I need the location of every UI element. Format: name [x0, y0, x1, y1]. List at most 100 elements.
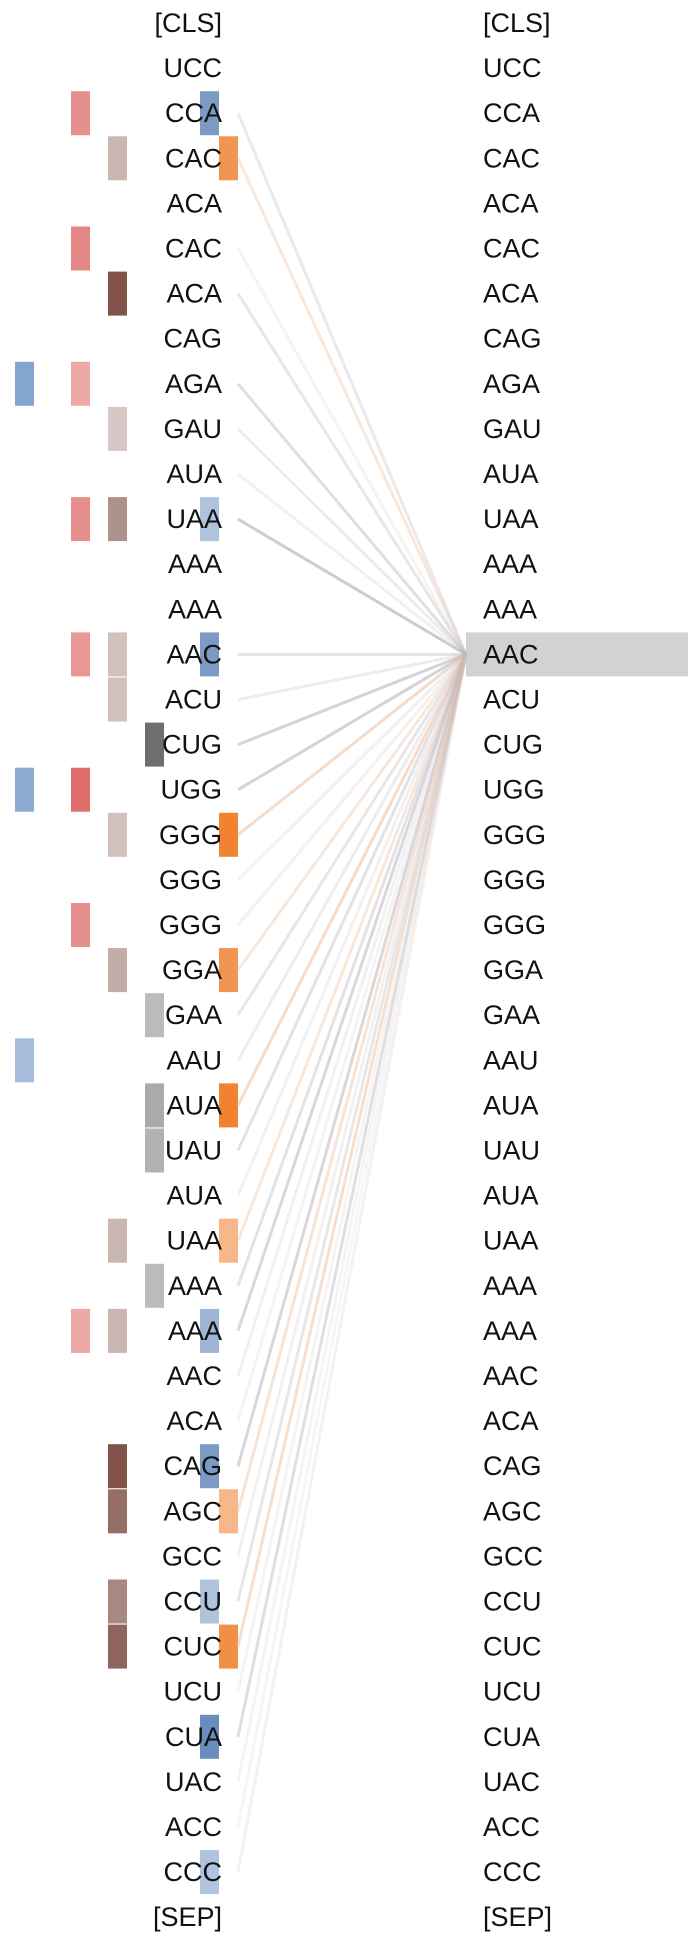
right-token[interactable]: UCC [483, 53, 542, 83]
left-token[interactable]: GGA [162, 955, 222, 985]
right-token[interactable]: CCU [483, 1587, 542, 1617]
left-token[interactable]: ACA [166, 1406, 222, 1436]
left-token[interactable]: AGA [165, 369, 222, 399]
right-token[interactable]: CAC [483, 143, 540, 173]
left-token[interactable]: GAA [165, 1000, 222, 1030]
head-marker-head-c [108, 497, 127, 542]
right-token[interactable]: UAA [483, 1226, 539, 1256]
right-token[interactable]: GGG [483, 910, 546, 940]
left-token[interactable]: AAA [168, 1271, 222, 1301]
left-token[interactable]: AUA [166, 459, 222, 489]
left-token[interactable]: AUA [166, 1090, 222, 1120]
right-token[interactable]: GGG [483, 865, 546, 895]
head-marker-head-e [200, 1579, 219, 1624]
left-token[interactable]: GGG [159, 820, 222, 850]
left-token[interactable]: [CLS] [154, 8, 222, 38]
highlight-layer [466, 632, 688, 677]
left-token[interactable]: CCC [164, 1857, 223, 1887]
left-token[interactable]: [SEP] [153, 1902, 222, 1932]
right-token[interactable]: AGA [483, 369, 540, 399]
attention-line [236, 653, 468, 1017]
right-token[interactable]: AUA [483, 1181, 539, 1211]
left-token[interactable]: GGG [159, 910, 222, 940]
attention-line [236, 654, 468, 1828]
right-token[interactable]: AAA [483, 549, 537, 579]
left-token[interactable]: UAC [165, 1767, 222, 1797]
right-token[interactable]: AAU [483, 1045, 539, 1075]
left-token[interactable]: UCC [164, 53, 223, 83]
right-token[interactable]: GCC [483, 1541, 543, 1571]
right-token[interactable]: [CLS] [483, 8, 551, 38]
left-token[interactable]: UAA [166, 1226, 222, 1256]
right-token[interactable]: AUA [483, 459, 539, 489]
right-token[interactable]: CAG [483, 1451, 542, 1481]
head-marker-head-c [108, 1489, 127, 1534]
right-token[interactable]: AAC [483, 1361, 539, 1391]
right-token[interactable]: AAA [483, 594, 537, 624]
left-token[interactable]: UCU [164, 1677, 223, 1707]
left-token[interactable]: GCC [162, 1541, 222, 1571]
right-token[interactable]: AAA [483, 1271, 537, 1301]
right-token[interactable]: CCC [483, 1857, 542, 1887]
right-token[interactable]: CUC [483, 1632, 542, 1662]
right-token[interactable]: ACA [483, 1406, 539, 1436]
attention-line [236, 654, 468, 1602]
attention-line [236, 653, 468, 1062]
right-token[interactable]: UAC [483, 1767, 540, 1797]
attention-line [236, 112, 468, 655]
right-token[interactable]: ACU [483, 685, 540, 715]
head-marker-head-c [108, 1218, 127, 1263]
left-token[interactable]: AGC [163, 1496, 222, 1526]
right-token[interactable]: CAC [483, 234, 540, 264]
left-token[interactable]: ACA [166, 279, 222, 309]
left-token[interactable]: ACU [165, 685, 222, 715]
right-token[interactable]: UGG [483, 775, 545, 805]
right-token[interactable]: GAU [483, 414, 542, 444]
right-token[interactable]: CCA [483, 98, 540, 128]
left-token[interactable]: AAA [168, 594, 222, 624]
left-token[interactable]: CCU [164, 1587, 223, 1617]
left-token[interactable]: CAG [163, 324, 222, 354]
left-token[interactable]: AAC [166, 1361, 222, 1391]
left-token[interactable]: CUC [164, 1632, 223, 1662]
left-token[interactable]: CAC [165, 143, 222, 173]
right-token[interactable]: AUA [483, 1090, 539, 1120]
right-token[interactable]: AAA [483, 1316, 537, 1346]
right-token[interactable]: CAG [483, 324, 542, 354]
head-marker-head-c [108, 271, 127, 316]
right-token[interactable]: UAA [483, 504, 539, 534]
right-token[interactable]: UAU [483, 1136, 540, 1166]
left-token[interactable]: UAA [166, 504, 222, 534]
right-token[interactable]: CUA [483, 1722, 540, 1752]
left-token[interactable]: CAC [165, 234, 222, 264]
right-token[interactable]: UCU [483, 1677, 542, 1707]
left-token[interactable]: AAC [166, 639, 222, 669]
right-token[interactable]: AGC [483, 1496, 542, 1526]
left-token[interactable]: AAA [168, 549, 222, 579]
attention-line [236, 654, 468, 1873]
left-token[interactable]: UAU [165, 1136, 222, 1166]
left-token[interactable]: CCA [165, 98, 222, 128]
left-token[interactable]: AUA [166, 1181, 222, 1211]
right-token[interactable]: CUG [483, 730, 543, 760]
left-token[interactable]: UGG [160, 775, 222, 805]
right-token[interactable]: ACC [483, 1812, 540, 1842]
right-token[interactable]: ACA [483, 279, 539, 309]
left-token[interactable]: CUG [162, 730, 222, 760]
left-token[interactable]: GAU [163, 414, 222, 444]
left-token[interactable]: CUA [165, 1722, 222, 1752]
right-token[interactable]: GAA [483, 1000, 540, 1030]
left-token[interactable]: ACA [166, 188, 222, 218]
right-token[interactable]: GGA [483, 955, 543, 985]
left-token[interactable]: GGG [159, 865, 222, 895]
head-marker-head-b [71, 361, 90, 406]
right-token-selected[interactable]: AAC [483, 639, 539, 669]
right-token[interactable]: ACA [483, 188, 539, 218]
left-token[interactable]: CAG [163, 1451, 222, 1481]
left-token[interactable]: AAA [168, 1316, 222, 1346]
left-token[interactable]: ACC [165, 1812, 222, 1842]
right-token[interactable]: [SEP] [483, 1902, 552, 1932]
right-token[interactable]: GGG [483, 820, 546, 850]
head-marker-head-b [71, 632, 90, 677]
left-token[interactable]: AAU [166, 1045, 222, 1075]
